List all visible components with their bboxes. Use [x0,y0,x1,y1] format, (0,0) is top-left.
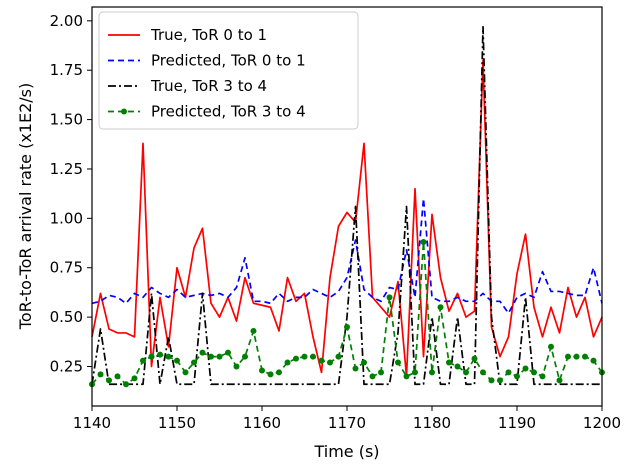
series-4-point [505,369,512,376]
series-4-point [259,367,265,374]
series-4-point [250,327,257,334]
series-line-2 [91,197,603,315]
legend-label: True, ToR 0 to 1 [150,26,267,44]
legend: True, ToR 0 to 1 Predicted, ToR 0 to 1 Tru… [98,11,359,130]
series-4-point [182,369,189,376]
series-4-point [497,377,503,384]
x-tick-label: 1200 [583,414,621,432]
series-4-point [97,371,104,378]
series-4-point [446,359,452,366]
y-tick-label: 1.25 [50,160,83,178]
x-tick-label: 1180 [413,414,451,432]
series-4-point [386,294,393,301]
series-4-point [233,363,240,370]
legend-marker [121,108,127,115]
series-4-point [412,369,418,376]
series-4-point [114,373,121,380]
series-4-point [573,353,580,360]
series-4-point [216,353,223,360]
series-4-point [437,304,444,311]
series-4-point [344,323,350,330]
legend-box [98,11,359,130]
series-4-point [556,377,563,384]
legend-label: Predicted, ToR 0 to 1 [151,52,306,70]
series-4-point [174,357,180,364]
legend-label: True, ToR 3 to 4 [150,77,267,95]
series-4-point [420,239,427,246]
y-axis-label: ToR-to-ToR arrival rate (x1E2/s) [16,83,35,330]
series-4-point [165,353,172,360]
series-4-point [318,357,325,364]
x-axis: 1140 1150 1160 1170 1180 1190 1200 [73,406,621,432]
y-tick-label: 2.00 [50,12,83,30]
series-4-point [590,357,597,364]
series-4-point [140,357,146,364]
series-4-point [369,373,376,380]
series-4-point [301,353,308,360]
legend-label: Predicted, ToR 3 to 4 [151,103,306,121]
series-4-point [582,353,588,360]
series-4-point [463,369,469,376]
series-4-point [123,381,129,388]
x-tick-label: 1190 [498,414,536,432]
series-4-point [548,343,554,350]
series-4-point [208,353,214,360]
series-line-3 [91,25,602,386]
series-4-point [293,355,299,362]
series-4-point [276,369,282,376]
series-4-point [335,353,342,360]
x-tick-label: 1140 [73,414,111,432]
y-tick-label: 1.00 [50,209,83,227]
series-4-point [471,355,478,362]
series-4-point [378,369,384,376]
series-4-point [395,359,401,366]
series-4-point [352,365,359,372]
series-4-point [429,369,435,376]
y-tick-label: 0.50 [50,308,83,326]
series-4-point [148,353,155,360]
series-4-point [310,353,316,360]
series-4-point [327,359,333,366]
x-tick-label: 1170 [328,414,366,432]
series-layer [89,25,605,388]
y-tick-label: 1.75 [50,61,83,79]
series-4-point [522,365,529,372]
series-4-point [514,373,520,380]
series-4-point [225,349,231,356]
series-4-point [488,377,495,384]
series-4-point [531,369,537,376]
series-4-point [454,363,461,370]
x-tick-label: 1160 [243,414,281,432]
series-4-point [267,371,274,378]
series-4-point [199,349,206,356]
x-axis-label: Time (s) [313,442,379,461]
y-tick-label: 1.50 [50,111,83,129]
y-axis: 0.25 0.50 0.75 1.00 1.25 1.50 1.75 2.00 [50,12,92,375]
series-4-point [480,369,486,376]
series-4-point [539,373,546,380]
series-4-point [403,373,410,380]
series-4-point [106,377,112,384]
y-tick-label: 0.75 [50,259,83,277]
series-4-point [242,353,248,360]
series-4-point [131,375,138,382]
y-tick-label: 0.25 [50,357,83,375]
series-4-point [284,359,291,366]
x-tick-label: 1150 [158,414,196,432]
series-line-1 [91,59,603,378]
series-4-point [565,353,571,360]
series-4-point [191,359,197,366]
series-4-point [157,351,163,358]
series-4-point [361,359,367,366]
